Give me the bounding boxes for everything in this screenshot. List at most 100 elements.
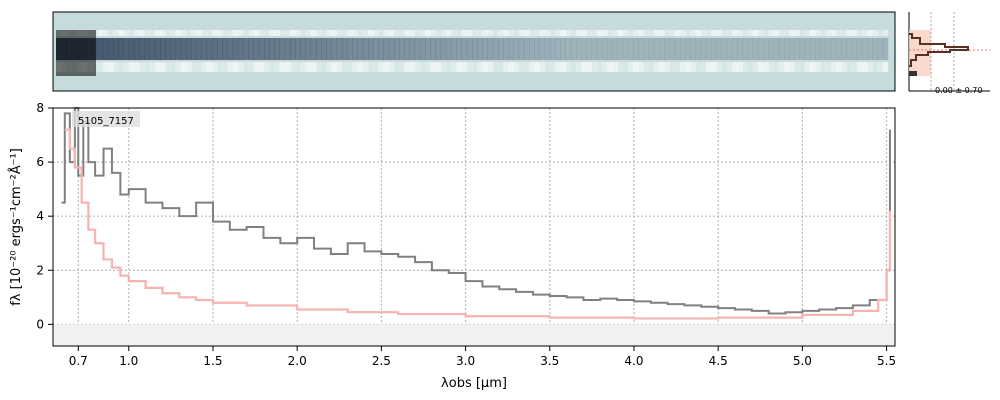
spectrum2d-column	[841, 30, 847, 36]
spectrum2d-column	[123, 30, 130, 36]
spectrum2d-column	[149, 30, 156, 36]
spectrum2d-column	[544, 38, 551, 60]
spectrum2d-column	[706, 30, 712, 36]
spectrum2d-column	[856, 38, 863, 60]
spectrum2d-column	[680, 30, 686, 36]
spectrum2d-column	[513, 30, 520, 36]
spectrum2d-column	[830, 30, 837, 36]
spectrum2d-column	[576, 30, 582, 36]
spectrum2d-column	[633, 38, 639, 60]
spectrum2d-column	[503, 62, 509, 72]
spectrum2d-column	[326, 38, 332, 60]
spectrum2d-column	[742, 30, 748, 36]
spectrum2d-column	[290, 62, 296, 72]
spectrum2d-column	[602, 30, 608, 36]
spectrum2d-column	[867, 62, 873, 72]
spectrum2d-column	[440, 38, 447, 60]
spectrum2d-column	[742, 62, 748, 72]
spectrum2d-column	[118, 62, 124, 72]
spectrum2d-column	[165, 38, 171, 60]
spectrum2d-column	[586, 62, 592, 72]
spectrum2d-noisy-edge	[56, 30, 96, 76]
spectrum2d-column	[877, 30, 884, 36]
spectrum2d-column	[555, 62, 561, 72]
spectrum2d-column	[108, 30, 114, 36]
spectrum2d-column	[248, 30, 254, 36]
spectrum2d-column	[654, 38, 660, 60]
spectrum2d-column	[316, 38, 322, 60]
spectrum2d-column	[336, 38, 343, 60]
spectrum2d-column	[409, 30, 416, 36]
spectrum2d-column	[472, 38, 478, 60]
spectrum2d-column	[310, 62, 317, 72]
spectrum2d-column	[201, 30, 208, 36]
spectrum2d-column	[342, 30, 348, 36]
spectrum2d-column	[596, 38, 603, 60]
spectrum2d-column	[654, 62, 660, 72]
zero-band	[53, 324, 895, 346]
spectrum2d-column	[560, 30, 566, 36]
spectrum2d-column	[404, 62, 410, 72]
spectrum2d-column	[570, 62, 577, 72]
spectrum2d-column	[290, 38, 296, 60]
spectrum2d-column	[669, 62, 676, 72]
spectrum2d-column	[394, 38, 400, 60]
spectrum2d-column	[586, 30, 592, 36]
spectrum2d-column	[274, 30, 280, 36]
spectrum2d-column	[321, 62, 327, 72]
plot-area	[53, 108, 895, 346]
spectrum2d-column	[487, 30, 494, 36]
spectrum2d-column	[747, 30, 754, 36]
spectrum2d-column	[622, 30, 629, 36]
spectrum2d-column	[617, 62, 624, 72]
spectrum2d-column	[295, 62, 301, 72]
spectrum2d-column	[487, 38, 494, 60]
spectrum2d-column	[815, 62, 821, 72]
spectrum2d-column	[851, 62, 858, 72]
spectrum2d-column	[347, 30, 353, 36]
spectrum2d-column	[524, 62, 530, 72]
x-tick-label: 4.5	[709, 354, 728, 368]
spectrum2d-column	[430, 62, 436, 72]
spectrum2d-column	[243, 30, 249, 36]
spectrum2d-column	[789, 62, 795, 72]
model-series-line	[64, 128, 892, 320]
spectrum2d-column	[773, 30, 780, 36]
spectrum2d-column	[238, 62, 244, 72]
spectrum2d-column	[836, 30, 842, 36]
spectrum2d-column	[607, 30, 613, 36]
spectrum2d-column	[716, 30, 722, 36]
spectrum2d-column	[404, 30, 410, 36]
x-tick-label: 2.5	[372, 354, 391, 368]
spectrum2d-column	[778, 62, 785, 72]
spectrum2d-column	[420, 62, 426, 72]
spectrum2d-column	[290, 30, 296, 36]
spectrum2d-column	[862, 62, 868, 72]
spectrum2d-column	[711, 38, 717, 60]
spectrum2d-column	[425, 62, 431, 72]
spectrum2d-column	[654, 30, 660, 36]
spectrum2d-column	[435, 30, 442, 36]
spectrum2d-column	[555, 38, 561, 60]
spectrum2d-column	[596, 30, 603, 36]
spectrum2d-column	[399, 30, 405, 36]
spectrum2d-column	[758, 38, 764, 60]
spectrum2d-column	[446, 62, 452, 72]
spectrum2d-column	[212, 62, 218, 72]
spectrum2d-column	[586, 38, 592, 60]
spectrum2d-column	[851, 38, 858, 60]
spectrum2d-strip	[56, 30, 889, 76]
spectrum2d-column	[794, 62, 800, 72]
spectrum2d-column	[659, 30, 665, 36]
spectrum2d-column	[102, 30, 109, 36]
spectrum2d-column	[763, 62, 769, 72]
spectrum2d-column	[180, 30, 187, 36]
spectrum2d-column	[331, 62, 338, 72]
spectrum2d-column	[253, 62, 260, 72]
spectrum2d-column	[300, 62, 306, 72]
spectrum2d-column	[669, 38, 676, 60]
spectrum2d-column	[555, 30, 561, 36]
spectrum2d-column	[258, 30, 265, 36]
spectrum2d-column	[175, 62, 182, 72]
spectrum2d-column	[264, 38, 270, 60]
